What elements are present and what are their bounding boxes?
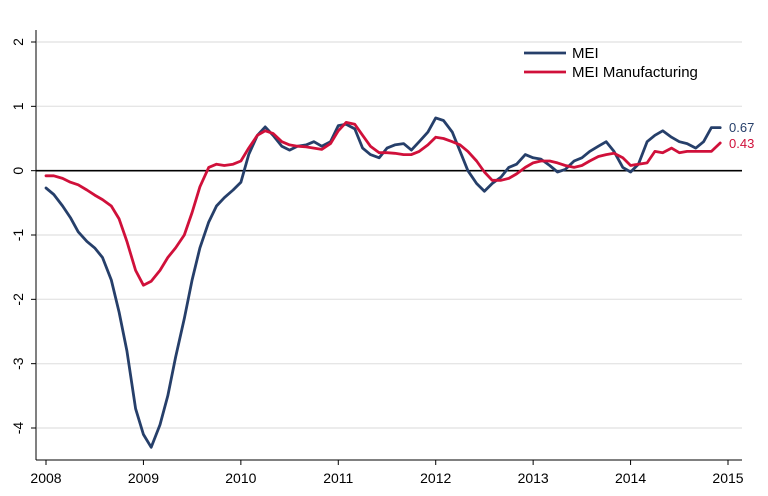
- x-tick-label: 2009: [128, 470, 159, 486]
- x-tick-label: 2011: [323, 470, 353, 486]
- series-line-2: [44, 121, 722, 287]
- y-tick-label: -1: [10, 229, 26, 242]
- y-tick-label: -2: [10, 293, 26, 306]
- gridlines: [37, 41, 742, 429]
- x-tick-label: 2014: [615, 470, 646, 486]
- series-lines: [44, 116, 722, 449]
- end-label-2: 0.43: [729, 136, 754, 151]
- y-tick-label: 1: [10, 102, 26, 110]
- y-tick-label: 0: [10, 167, 26, 175]
- x-tick-label: 2015: [712, 470, 743, 486]
- legend: MEI MEI Manufacturing: [524, 45, 698, 81]
- end-labels: 0.670.43: [729, 120, 754, 151]
- end-label-1: 0.67: [729, 120, 754, 135]
- x-tick-label: 2008: [30, 470, 61, 486]
- y-tick-label: -4: [10, 422, 26, 435]
- y-tick-label: 2: [10, 38, 26, 46]
- y-tick-label: -3: [10, 357, 26, 370]
- axes: 2 1 0 -1 -2 -3 -4 2008 2009 2010 2011 2012 2013 2014 2…: [10, 30, 744, 486]
- legend-label-1: MEI: [572, 45, 599, 62]
- legend-label-2: MEI Manufacturing: [572, 64, 698, 81]
- x-tick-label: 2010: [225, 470, 256, 486]
- x-tick-label: 2012: [420, 470, 451, 486]
- x-tick-label: 2013: [518, 470, 549, 486]
